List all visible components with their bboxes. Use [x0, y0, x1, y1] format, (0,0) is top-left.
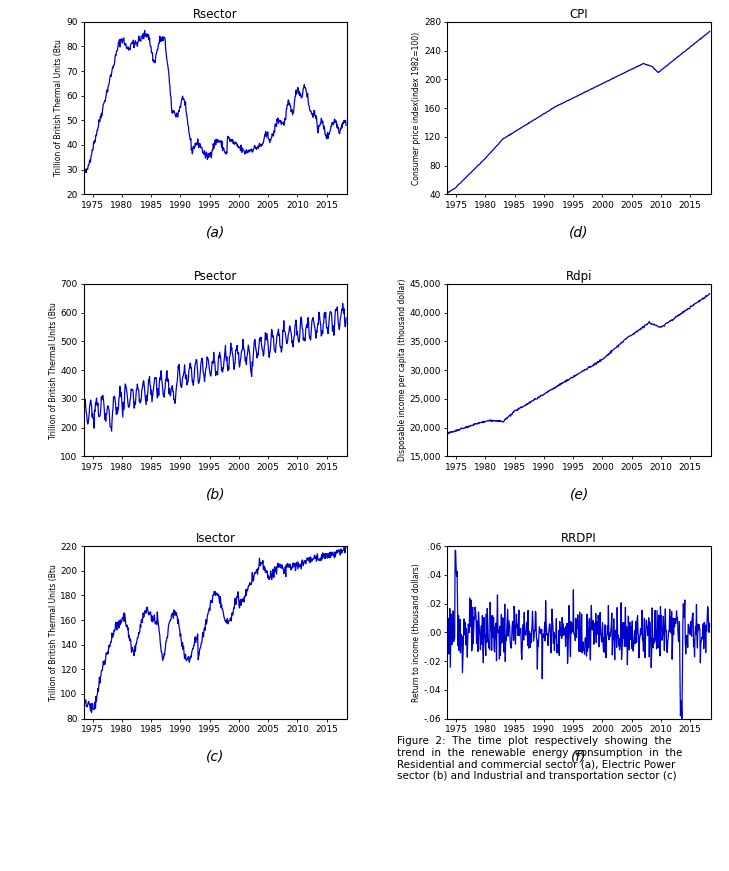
Text: (d): (d)	[569, 226, 589, 240]
Title: Rsector: Rsector	[193, 8, 238, 21]
Y-axis label: Consumer price index(index 1982=100): Consumer price index(index 1982=100)	[412, 31, 421, 185]
Title: Rdpi: Rdpi	[566, 270, 593, 283]
Text: (b): (b)	[206, 488, 225, 502]
Y-axis label: Trillion of British Thermal Units (Btu: Trillion of British Thermal Units (Btu	[54, 39, 63, 177]
Title: Isector: Isector	[195, 532, 235, 545]
Y-axis label: Trillion of British Thermal Units (Btu: Trillion of British Thermal Units (Btu	[49, 301, 58, 439]
Title: Psector: Psector	[194, 270, 237, 283]
Text: (a): (a)	[206, 226, 225, 240]
Text: (f): (f)	[572, 750, 587, 764]
Y-axis label: Disposable income per capita (thousand dollar): Disposable income per capita (thousand d…	[398, 279, 407, 462]
Text: Figure  2:  The  time  plot  respectively  showing  the
trend  in  the  renewabl: Figure 2: The time plot respectively sho…	[397, 736, 682, 780]
Y-axis label: Trillion of British Thermal Units (Btu: Trillion of British Thermal Units (Btu	[49, 564, 58, 701]
Title: RRDPI: RRDPI	[561, 532, 597, 545]
Y-axis label: Return to income (thousand dollars): Return to income (thousand dollars)	[412, 563, 421, 702]
Text: (e): (e)	[569, 488, 589, 502]
Title: CPI: CPI	[570, 8, 588, 21]
Text: (c): (c)	[206, 750, 225, 764]
